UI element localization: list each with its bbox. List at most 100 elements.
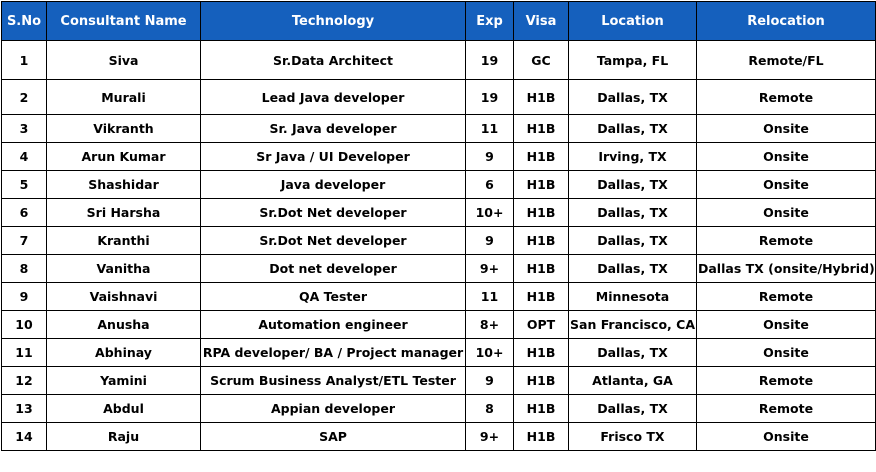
- cell-exp: 9+: [465, 254, 514, 283]
- cell-visa: H1B: [513, 422, 569, 451]
- cell-relocation: Remote: [696, 226, 876, 255]
- cell-consultant-name: Kranthi: [46, 226, 201, 255]
- cell-consultant-name: Siva: [46, 40, 201, 80]
- cell-exp: 9: [465, 226, 514, 255]
- cell-consultant-name: Abhinay: [46, 338, 201, 367]
- cell-visa: H1B: [513, 142, 569, 171]
- cell-exp: 9: [465, 142, 514, 171]
- cell-exp: 9: [465, 366, 514, 395]
- header-consultant-name: Consultant Name: [46, 1, 201, 41]
- cell-location: Irving, TX: [568, 142, 697, 171]
- cell-exp: 10+: [465, 198, 514, 227]
- cell-visa: H1B: [513, 254, 569, 283]
- cell-location: Dallas, TX: [568, 338, 697, 367]
- cell-sno: 9: [1, 282, 47, 311]
- cell-visa: H1B: [513, 114, 569, 143]
- cell-exp: 8+: [465, 310, 514, 339]
- cell-sno: 2: [1, 79, 47, 115]
- cell-consultant-name: Shashidar: [46, 170, 201, 199]
- cell-consultant-name: Abdul: [46, 394, 201, 423]
- cell-technology: Sr. Java developer: [200, 114, 466, 143]
- cell-technology: Java developer: [200, 170, 466, 199]
- cell-consultant-name: Arun Kumar: [46, 142, 201, 171]
- cell-location: Minnesota: [568, 282, 697, 311]
- cell-location: Atlanta, GA: [568, 366, 697, 395]
- cell-consultant-name: Raju: [46, 422, 201, 451]
- cell-technology: Sr.Dot Net developer: [200, 198, 466, 227]
- cell-exp: 9+: [465, 422, 514, 451]
- table-row: 6 Sri Harsha Sr.Dot Net developer 10+ H1B Dal…: [1, 198, 876, 227]
- cell-visa: H1B: [513, 198, 569, 227]
- cell-sno: 5: [1, 170, 47, 199]
- cell-sno: 8: [1, 254, 47, 283]
- header-relocation: Relocation: [696, 1, 876, 41]
- header-row: S.No Consultant Name Technology Exp Visa…: [1, 1, 876, 41]
- cell-sno: 4: [1, 142, 47, 171]
- cell-sno: 14: [1, 422, 47, 451]
- cell-exp: 19: [465, 40, 514, 80]
- cell-location: Dallas, TX: [568, 170, 697, 199]
- header-technology: Technology: [200, 1, 466, 41]
- cell-location: Tampa, FL: [568, 40, 697, 80]
- cell-location: Dallas, TX: [568, 226, 697, 255]
- cell-exp: 11: [465, 282, 514, 311]
- cell-visa: H1B: [513, 282, 569, 311]
- header-sno: S.No: [1, 1, 47, 41]
- header-exp: Exp: [465, 1, 514, 41]
- cell-exp: 6: [465, 170, 514, 199]
- cell-location: Dallas, TX: [568, 79, 697, 115]
- header-visa: Visa: [513, 1, 569, 41]
- cell-technology: Automation engineer: [200, 310, 466, 339]
- cell-consultant-name: Yamini: [46, 366, 201, 395]
- cell-visa: H1B: [513, 366, 569, 395]
- cell-consultant-name: Anusha: [46, 310, 201, 339]
- cell-location: Dallas, TX: [568, 254, 697, 283]
- table-row: 8 Vanitha Dot net developer 9+ H1B Dallas, TX…: [1, 254, 876, 283]
- table-row: 3 Vikranth Sr. Java developer 11 H1B Dallas, …: [1, 114, 876, 143]
- cell-technology: Scrum Business Analyst/ETL Tester: [200, 366, 466, 395]
- cell-location: Dallas, TX: [568, 394, 697, 423]
- cell-sno: 3: [1, 114, 47, 143]
- table-row: 7 Kranthi Sr.Dot Net developer 9 H1B Dallas, …: [1, 226, 876, 255]
- header-location: Location: [568, 1, 697, 41]
- cell-relocation: Remote/FL: [696, 40, 876, 80]
- cell-relocation: Onsite: [696, 310, 876, 339]
- cell-location: San Francisco, CA: [568, 310, 697, 339]
- cell-technology: Sr Java / UI Developer: [200, 142, 466, 171]
- cell-sno: 7: [1, 226, 47, 255]
- cell-relocation: Remote: [696, 79, 876, 115]
- cell-relocation: Remote: [696, 366, 876, 395]
- table-row: 2 Murali Lead Java developer 19 H1B Dallas, T…: [1, 79, 876, 115]
- cell-visa: GC: [513, 40, 569, 80]
- cell-technology: RPA developer/ BA / Project manager: [200, 338, 466, 367]
- cell-visa: H1B: [513, 170, 569, 199]
- cell-location: Frisco TX: [568, 422, 697, 451]
- cell-consultant-name: Murali: [46, 79, 201, 115]
- cell-exp: 8: [465, 394, 514, 423]
- table-header: S.No Consultant Name Technology Exp Visa…: [1, 1, 876, 41]
- cell-technology: QA Tester: [200, 282, 466, 311]
- consultant-table: S.No Consultant Name Technology Exp Visa…: [1, 1, 876, 451]
- cell-technology: Dot net developer: [200, 254, 466, 283]
- cell-visa: H1B: [513, 79, 569, 115]
- cell-technology: Lead Java developer: [200, 79, 466, 115]
- cell-visa: H1B: [513, 394, 569, 423]
- cell-relocation: Onsite: [696, 338, 876, 367]
- cell-sno: 13: [1, 394, 47, 423]
- cell-consultant-name: Vanitha: [46, 254, 201, 283]
- cell-sno: 6: [1, 198, 47, 227]
- table-row: 4 Arun Kumar Sr Java / UI Developer 9 H1B Irv…: [1, 142, 876, 171]
- table-row: 12 Yamini Scrum Business Analyst/ETL Teste…: [1, 366, 876, 395]
- table-row: 9 Vaishnavi QA Tester 11 H1B Minnesota Remote: [1, 282, 876, 311]
- cell-sno: 12: [1, 366, 47, 395]
- cell-technology: SAP: [200, 422, 466, 451]
- cell-sno: 1: [1, 40, 47, 80]
- cell-relocation: Onsite: [696, 142, 876, 171]
- cell-exp: 11: [465, 114, 514, 143]
- cell-relocation: Remote: [696, 282, 876, 311]
- cell-exp: 19: [465, 79, 514, 115]
- table-row: 1 Siva Sr.Data Architect 19 GC Tampa, FL Remot…: [1, 40, 876, 80]
- cell-technology: Sr.Data Architect: [200, 40, 466, 80]
- cell-relocation: Onsite: [696, 422, 876, 451]
- cell-sno: 10: [1, 310, 47, 339]
